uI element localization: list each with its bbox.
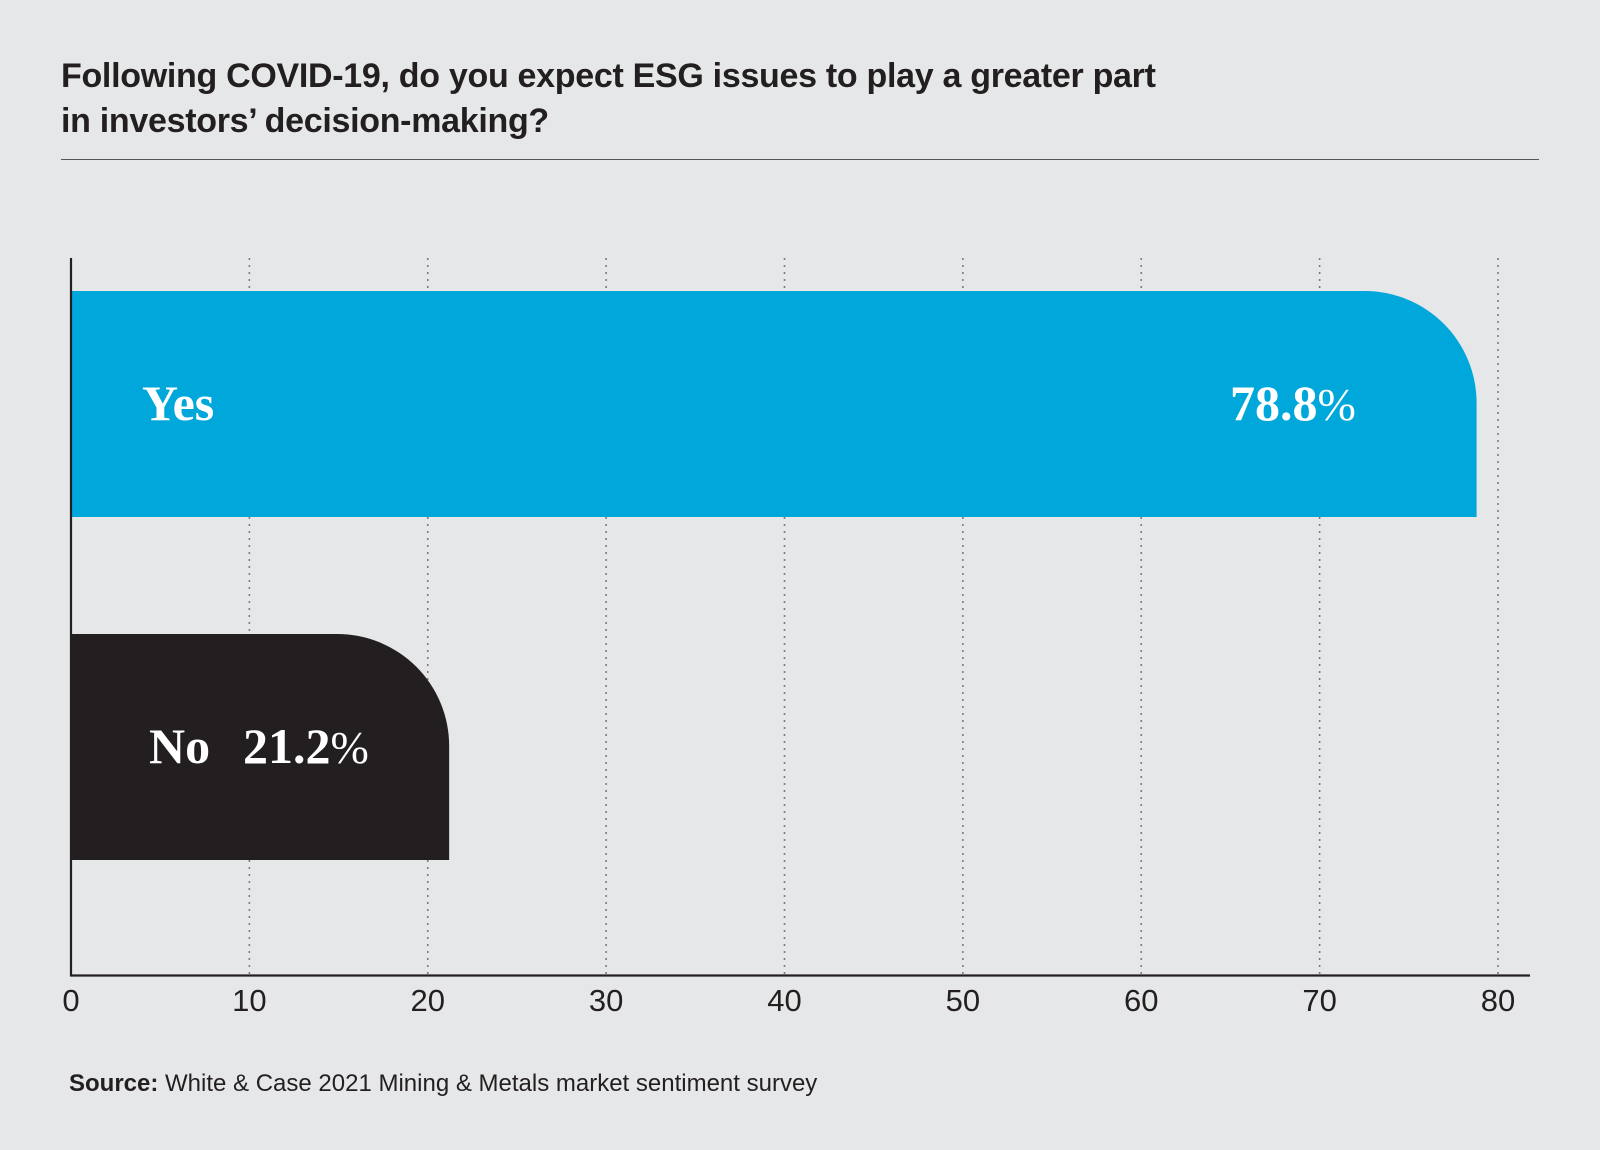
x-tick-label: 50: [946, 983, 980, 1018]
source-text: White & Case 2021 Mining & Metals market…: [158, 1070, 818, 1097]
source-label: Source:: [69, 1070, 159, 1097]
chart-title-line-1: Following COVID-19, do you expect ESG is…: [61, 57, 1156, 95]
title-divider: [61, 159, 1539, 160]
bar-no: [71, 634, 450, 860]
x-tick-label: 10: [232, 983, 266, 1018]
bar-category-label: Yes: [142, 375, 214, 431]
chart-title-line-2: in investors’ decision-making?: [61, 102, 549, 140]
x-tick-label: 80: [1481, 983, 1515, 1018]
bar-labels: Yes 78.8% No 21.2%: [142, 375, 1356, 774]
x-tick-label: 20: [411, 983, 445, 1018]
axes: [69, 258, 1530, 977]
bar-category-label: No: [149, 718, 210, 774]
chart-title: Following COVID-19, do you expect ESG is…: [61, 54, 1461, 144]
bar-yes: [71, 291, 1477, 517]
x-tick-labels: 0 10 20 30 40 50 60 70 80: [62, 983, 1515, 1018]
x-tick-label: 0: [62, 983, 79, 1018]
x-tick-label: 60: [1124, 983, 1158, 1018]
x-tick-label: 30: [589, 983, 623, 1018]
bar-value-label: 78.8%: [1230, 375, 1356, 431]
x-tick-label: 70: [1302, 983, 1336, 1018]
bars: [71, 291, 1477, 860]
bar-value-label: 21.2%: [243, 718, 369, 774]
x-tick-label: 40: [767, 983, 801, 1018]
source-note: Source: White & Case 2021 Mining & Metal…: [69, 1070, 817, 1098]
